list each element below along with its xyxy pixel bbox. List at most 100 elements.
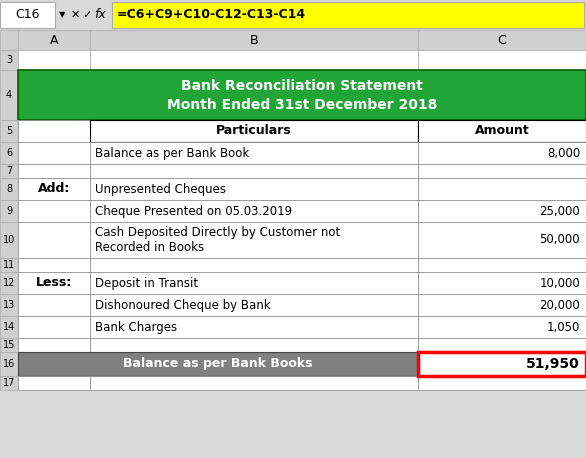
Bar (18, 50, 90, 70)
Text: Dishonoured Cheque by Bank: Dishonoured Cheque by Bank (95, 299, 271, 311)
Bar (90, 338, 418, 352)
Bar (418, 142, 586, 164)
Bar (90, 30, 418, 50)
Bar (0, 258, 18, 272)
Bar (18, 142, 90, 164)
Bar (418, 30, 586, 50)
Text: Add:: Add: (38, 182, 70, 196)
Bar (0, 120, 18, 142)
Bar (0, 200, 18, 222)
Text: B: B (250, 33, 258, 47)
Bar (0, 50, 18, 70)
Bar (18, 222, 90, 258)
Text: 50,000: 50,000 (539, 234, 580, 246)
Bar (418, 164, 586, 178)
Bar (418, 50, 586, 70)
Bar (90, 164, 418, 178)
Bar (0, 2, 55, 28)
Bar (418, 338, 586, 352)
Text: Bank Reconciliation Statement: Bank Reconciliation Statement (181, 79, 423, 93)
Bar (90, 294, 418, 316)
Text: 8,000: 8,000 (547, 147, 580, 159)
Bar (18, 200, 90, 222)
Bar (18, 30, 90, 50)
Text: 25,000: 25,000 (539, 205, 580, 218)
Bar (0, 70, 18, 120)
Text: 20,000: 20,000 (539, 299, 580, 311)
Text: 10,000: 10,000 (539, 277, 580, 289)
Bar (90, 258, 418, 272)
Text: 51,950: 51,950 (526, 357, 580, 371)
Text: Balance as per Bank Book: Balance as per Bank Book (95, 147, 249, 159)
Text: Unpresented Cheques: Unpresented Cheques (95, 182, 226, 196)
Text: 7: 7 (6, 166, 12, 176)
Bar (0, 164, 18, 178)
Text: 16: 16 (3, 359, 15, 369)
Text: fx: fx (94, 9, 106, 22)
Text: 11: 11 (3, 260, 15, 270)
Text: =C6+C9+C10-C12-C13-C14: =C6+C9+C10-C12-C13-C14 (117, 9, 306, 22)
Text: 4: 4 (6, 90, 12, 100)
Bar (0, 0, 586, 30)
Text: Cash Deposited Directly by Customer not
Recorded in Books: Cash Deposited Directly by Customer not … (95, 226, 340, 254)
Text: 8: 8 (6, 184, 12, 194)
Text: 1,050: 1,050 (547, 321, 580, 333)
Text: A: A (50, 33, 58, 47)
Text: 12: 12 (3, 278, 15, 288)
Bar (418, 272, 586, 294)
Bar (90, 272, 418, 294)
Bar (90, 376, 418, 390)
Bar (0, 294, 18, 316)
Bar (90, 120, 418, 142)
Text: 10: 10 (3, 235, 15, 245)
Text: Amount: Amount (475, 125, 529, 137)
Text: Bank Charges: Bank Charges (95, 321, 177, 333)
Bar (0, 30, 18, 50)
Text: Month Ended 31st December 2018: Month Ended 31st December 2018 (167, 98, 437, 112)
Bar (0, 376, 18, 390)
Bar (18, 352, 418, 376)
Bar (0, 272, 18, 294)
Bar (418, 222, 586, 258)
Text: 5: 5 (6, 126, 12, 136)
Text: C: C (498, 33, 506, 47)
Bar (90, 316, 418, 338)
Text: Less:: Less: (36, 277, 72, 289)
Bar (18, 316, 90, 338)
Text: ✓: ✓ (82, 10, 91, 20)
Text: 9: 9 (6, 206, 12, 216)
Text: 15: 15 (3, 340, 15, 350)
Bar (90, 200, 418, 222)
Bar (418, 120, 586, 142)
Bar (418, 258, 586, 272)
Bar (18, 294, 90, 316)
Bar (418, 200, 586, 222)
Bar (0, 352, 18, 376)
Bar (18, 338, 90, 352)
Text: Balance as per Bank Books: Balance as per Bank Books (123, 358, 313, 371)
Bar (418, 316, 586, 338)
Bar (90, 50, 418, 70)
Bar (0, 142, 18, 164)
Bar (418, 376, 586, 390)
Bar (112, 2, 584, 28)
Text: 14: 14 (3, 322, 15, 332)
Bar (18, 272, 90, 294)
Text: 17: 17 (3, 378, 15, 388)
Text: 13: 13 (3, 300, 15, 310)
Text: C16: C16 (15, 9, 40, 22)
Text: ▼: ▼ (59, 11, 65, 20)
Text: 3: 3 (6, 55, 12, 65)
Bar (18, 120, 90, 142)
Bar (18, 164, 90, 178)
Bar (18, 70, 586, 120)
Text: 6: 6 (6, 148, 12, 158)
Bar (0, 338, 18, 352)
Text: Particulars: Particulars (216, 125, 292, 137)
Text: Deposit in Transit: Deposit in Transit (95, 277, 198, 289)
Bar (418, 294, 586, 316)
Bar (0, 316, 18, 338)
Bar (90, 178, 418, 200)
Bar (418, 352, 586, 376)
Bar (18, 258, 90, 272)
